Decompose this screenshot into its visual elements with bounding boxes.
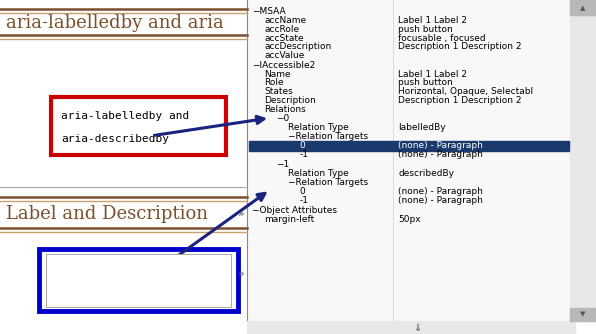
Bar xyxy=(570,308,596,321)
Text: −Relation Targets: −Relation Targets xyxy=(288,132,368,141)
Text: accDescription: accDescription xyxy=(264,42,331,51)
Text: push button: push button xyxy=(398,78,453,87)
Text: Description 1 Description 2: Description 1 Description 2 xyxy=(398,96,522,105)
Text: (none) - Paragraph: (none) - Paragraph xyxy=(398,187,483,196)
Text: push button: push button xyxy=(398,25,453,34)
Text: (none) - Paragraph: (none) - Paragraph xyxy=(398,150,483,159)
Text: −MSAA: −MSAA xyxy=(252,7,285,16)
Text: ⇓: ⇓ xyxy=(413,323,421,333)
Text: −0: −0 xyxy=(276,114,289,123)
Text: −1: −1 xyxy=(276,160,289,169)
Bar xyxy=(570,0,596,321)
Text: accName: accName xyxy=(264,16,306,25)
Text: −Object Attributes: −Object Attributes xyxy=(252,206,337,215)
Text: −IAccessible2: −IAccessible2 xyxy=(252,61,315,69)
Text: aria-labelledby and aria: aria-labelledby and aria xyxy=(6,14,224,32)
Text: Label 1: Label 1 xyxy=(52,274,98,287)
Text: Relations: Relations xyxy=(264,105,306,114)
Text: Horizontal, Opaque, Selectabl: Horizontal, Opaque, Selectabl xyxy=(398,87,533,96)
Text: Label 1 Label 2: Label 1 Label 2 xyxy=(398,16,467,25)
Text: margin-left: margin-left xyxy=(264,215,314,224)
Text: accRole: accRole xyxy=(264,25,299,34)
Text: describedBy: describedBy xyxy=(398,169,454,178)
Bar xyxy=(247,0,575,321)
Text: (none) - Paragraph: (none) - Paragraph xyxy=(398,196,483,205)
Text: Description: Description xyxy=(264,96,316,105)
Bar xyxy=(46,254,231,307)
Text: »: » xyxy=(238,209,244,219)
Text: labelledBy: labelledBy xyxy=(398,123,446,132)
Text: (none) - Paragraph: (none) - Paragraph xyxy=(398,141,483,150)
Text: −Relation Targets: −Relation Targets xyxy=(288,178,368,187)
Bar xyxy=(39,249,238,311)
Text: ▼: ▼ xyxy=(580,312,586,318)
Text: -1: -1 xyxy=(300,196,309,205)
Text: Role: Role xyxy=(264,78,284,87)
Text: aria-describedby: aria-describedby xyxy=(61,134,169,144)
Text: 50px: 50px xyxy=(398,215,421,224)
Bar xyxy=(51,97,226,155)
Text: Label and Description: Label and Description xyxy=(6,205,208,223)
Text: accState: accState xyxy=(264,34,303,42)
Text: Description 1 Description 2: Description 1 Description 2 xyxy=(398,42,522,51)
Bar xyxy=(247,321,575,334)
Text: Label 1 Label 2: Label 1 Label 2 xyxy=(398,70,467,78)
Text: Relation Type: Relation Type xyxy=(288,169,349,178)
Bar xyxy=(249,141,569,151)
Text: focusable , focused: focusable , focused xyxy=(398,34,486,42)
Text: Name: Name xyxy=(264,70,291,78)
Text: Relation Type: Relation Type xyxy=(288,123,349,132)
Text: 0: 0 xyxy=(300,187,306,196)
Text: »: » xyxy=(238,269,244,279)
Text: -1: -1 xyxy=(300,150,309,159)
Text: ▲: ▲ xyxy=(580,5,586,11)
Text: aria-labelledby and: aria-labelledby and xyxy=(61,111,190,121)
Text: 0: 0 xyxy=(300,141,306,150)
Text: accValue: accValue xyxy=(264,51,305,60)
Bar xyxy=(570,0,596,15)
Text: States: States xyxy=(264,87,293,96)
